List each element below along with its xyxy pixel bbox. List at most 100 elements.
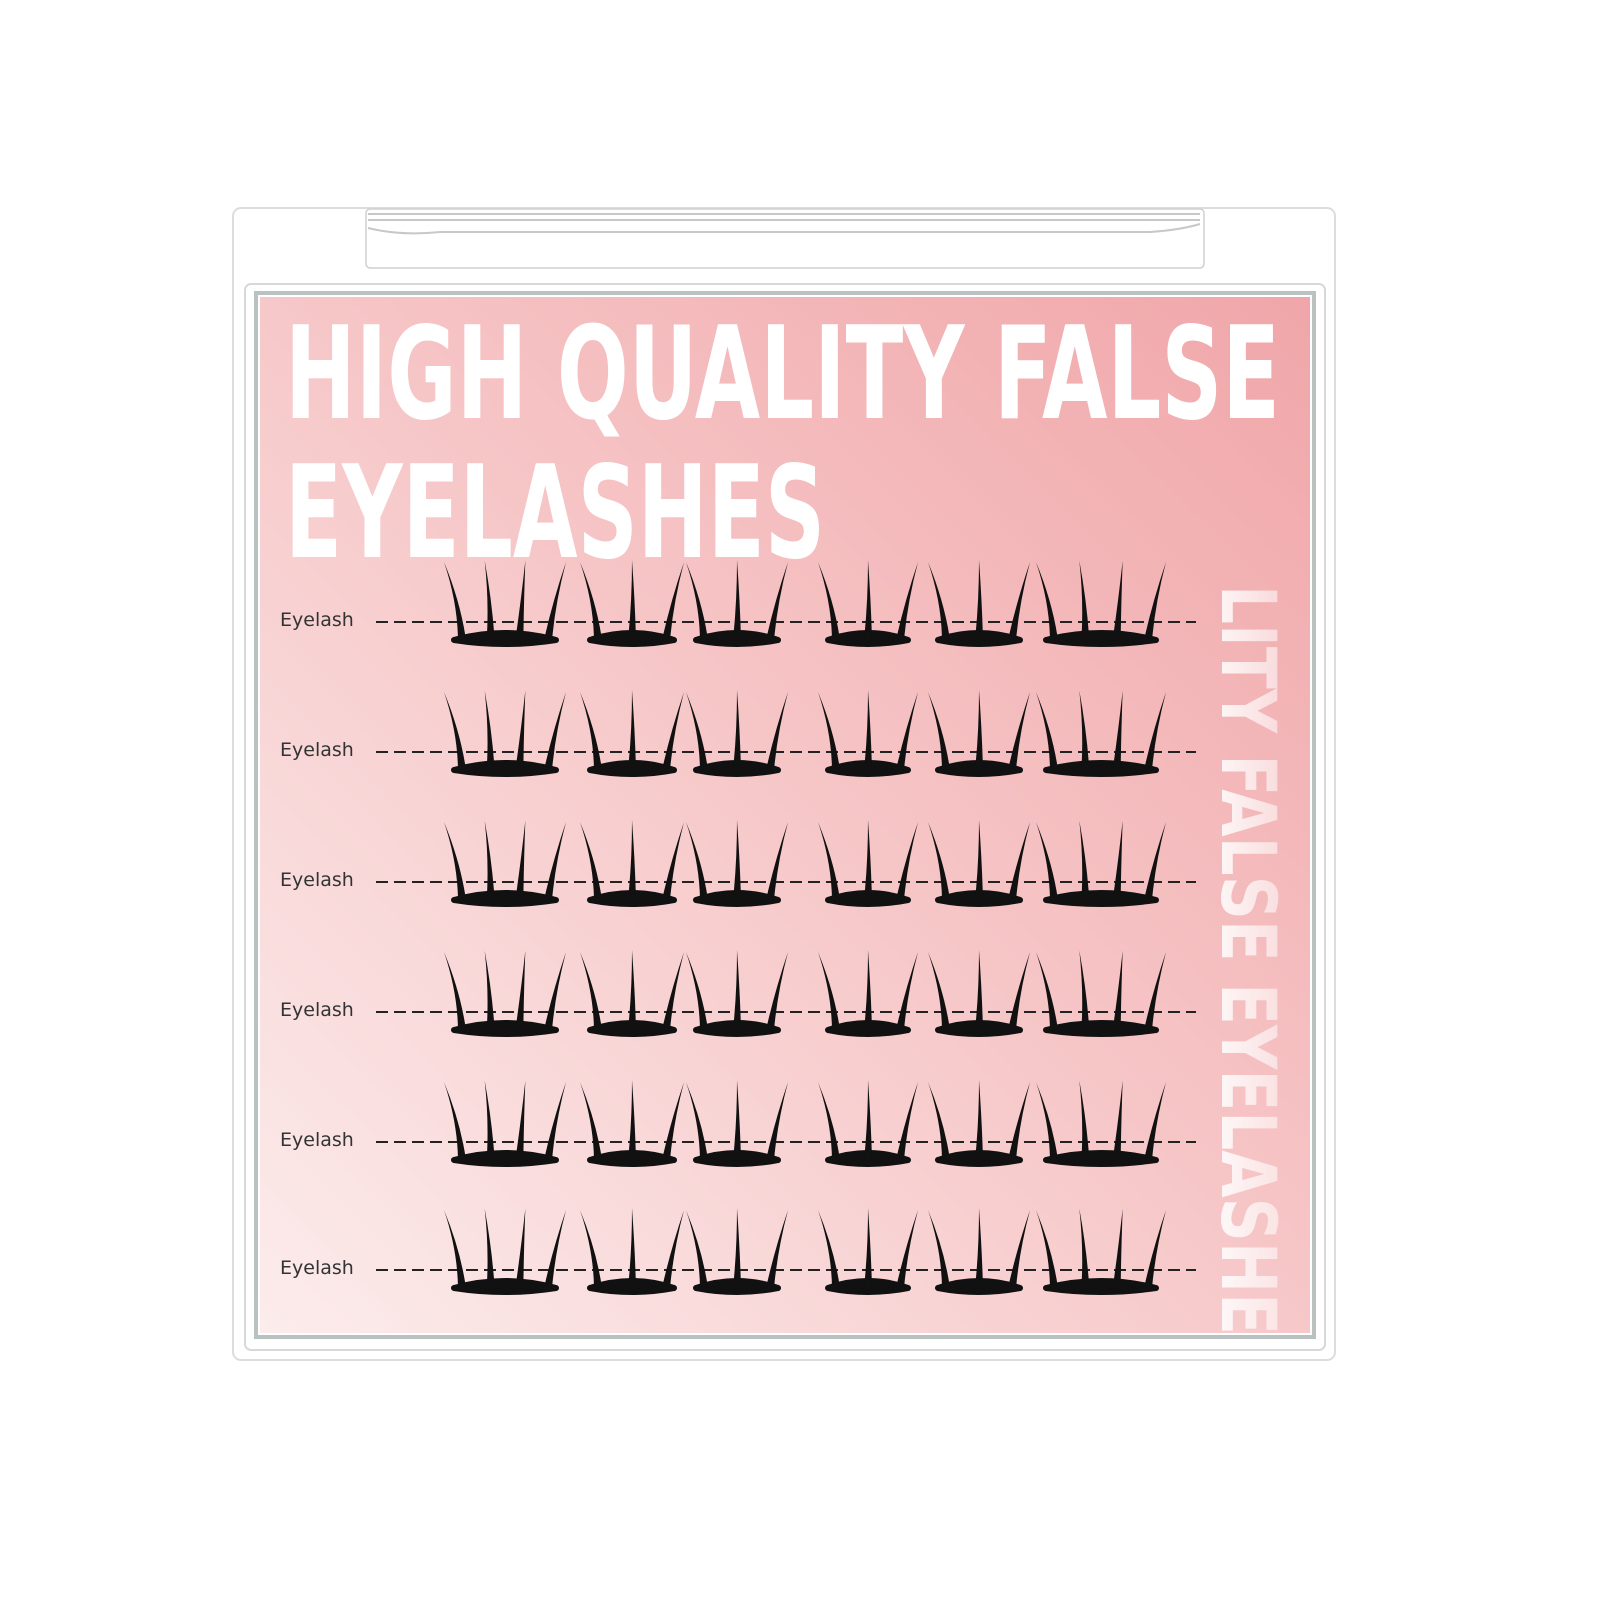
lash-strand <box>686 822 708 900</box>
lash-band <box>1043 890 1159 907</box>
lash-cluster[interactable] <box>1036 560 1166 647</box>
lash-strand <box>662 692 684 770</box>
lash-cluster[interactable] <box>580 950 684 1037</box>
lash-strand <box>1036 1082 1058 1160</box>
lash-cluster[interactable] <box>928 820 1030 907</box>
lash-cluster[interactable] <box>580 560 684 647</box>
lash-strand <box>1079 820 1090 900</box>
lash-strand <box>515 1080 526 1160</box>
lash-strand <box>928 822 950 900</box>
lash-strand <box>662 1210 684 1288</box>
lash-cluster[interactable] <box>686 690 788 777</box>
lash-strand <box>544 822 566 900</box>
lash-strand <box>733 560 741 640</box>
lash-cluster[interactable] <box>1036 1208 1166 1295</box>
lash-strand <box>864 690 872 770</box>
lash-cluster[interactable] <box>818 560 918 647</box>
lash-strand <box>662 952 684 1030</box>
eyelash-row: Eyelash <box>280 1080 1196 1167</box>
lash-band <box>1043 1278 1159 1295</box>
lash-band <box>1043 760 1159 777</box>
lash-strand <box>733 820 741 900</box>
lash-strand <box>1112 690 1123 770</box>
lash-strand <box>1112 820 1123 900</box>
lash-strand <box>818 1082 840 1160</box>
eyelash-row: Eyelash <box>280 690 1196 777</box>
lash-cluster[interactable] <box>818 1208 918 1295</box>
lash-strand <box>766 952 788 1030</box>
lash-strand <box>515 690 526 770</box>
lash-cluster[interactable] <box>1036 950 1166 1037</box>
lash-cluster[interactable] <box>444 1080 566 1167</box>
lash-strand <box>818 952 840 1030</box>
lash-cluster[interactable] <box>818 690 918 777</box>
lash-cluster[interactable] <box>818 1080 918 1167</box>
side-vertical-text: LITY FALSE EYELASHE <box>1204 585 1293 1335</box>
lash-strand <box>662 1082 684 1160</box>
lash-cluster[interactable] <box>928 1080 1030 1167</box>
lash-cluster[interactable] <box>1036 1080 1166 1167</box>
lash-cluster[interactable] <box>928 690 1030 777</box>
lash-cluster[interactable] <box>686 1208 788 1295</box>
lash-strand <box>628 1208 636 1288</box>
lash-strand <box>544 1210 566 1288</box>
lash-strand <box>975 690 983 770</box>
lash-strand <box>896 952 918 1030</box>
lash-band <box>451 890 559 907</box>
lash-cluster[interactable] <box>1036 690 1166 777</box>
lash-cluster[interactable] <box>580 820 684 907</box>
lash-strand <box>1008 562 1030 640</box>
lash-strand <box>1079 690 1090 770</box>
lash-cluster[interactable] <box>686 560 788 647</box>
lash-strand <box>1144 692 1166 770</box>
lash-strand <box>733 1080 741 1160</box>
lash-strand <box>686 1210 708 1288</box>
lash-cluster[interactable] <box>1036 820 1166 907</box>
lash-strand <box>1144 562 1166 640</box>
lash-strand <box>686 562 708 640</box>
lash-strand <box>1008 692 1030 770</box>
lash-band <box>1043 1020 1159 1037</box>
eyelash-row: Eyelash <box>280 950 1196 1037</box>
lash-strand <box>515 950 526 1030</box>
lash-cluster[interactable] <box>686 820 788 907</box>
lash-cluster[interactable] <box>686 950 788 1037</box>
lash-strand <box>444 692 466 770</box>
eyelash-rows: Eyelash Eyelash Eyelash Eyelash Eyelash Eyela… <box>280 560 1196 1295</box>
case-lid-tab[interactable] <box>365 208 1205 269</box>
lash-cluster[interactable] <box>444 1208 566 1295</box>
lash-strand <box>1036 952 1058 1030</box>
lash-cluster[interactable] <box>928 950 1030 1037</box>
row-label: Eyelash <box>280 609 354 631</box>
lash-strand <box>1112 560 1123 640</box>
lash-strand <box>1008 1210 1030 1288</box>
row-label: Eyelash <box>280 999 354 1021</box>
lash-strand <box>1112 1208 1123 1288</box>
lash-cluster[interactable] <box>818 820 918 907</box>
lash-strand <box>975 950 983 1030</box>
lash-cluster[interactable] <box>444 690 566 777</box>
lash-cluster[interactable] <box>580 690 684 777</box>
lash-strand <box>1079 560 1090 640</box>
lash-cluster[interactable] <box>928 560 1030 647</box>
lash-cluster[interactable] <box>818 950 918 1037</box>
lash-cluster[interactable] <box>580 1208 684 1295</box>
lash-strand <box>484 950 495 1030</box>
lash-strand <box>484 690 495 770</box>
lid-tab-highlight <box>367 213 1201 235</box>
lash-strand <box>766 1082 788 1160</box>
lash-strand <box>544 1082 566 1160</box>
lash-strand <box>975 1208 983 1288</box>
lash-strand <box>515 1208 526 1288</box>
lash-strand <box>896 822 918 900</box>
lash-cluster[interactable] <box>444 950 566 1037</box>
lash-strand <box>928 1210 950 1288</box>
lash-cluster[interactable] <box>928 1208 1030 1295</box>
lash-cluster[interactable] <box>444 560 566 647</box>
lash-cluster[interactable] <box>580 1080 684 1167</box>
lash-band <box>451 760 559 777</box>
lash-cluster[interactable] <box>686 1080 788 1167</box>
lash-strand <box>544 692 566 770</box>
lash-cluster[interactable] <box>444 820 566 907</box>
